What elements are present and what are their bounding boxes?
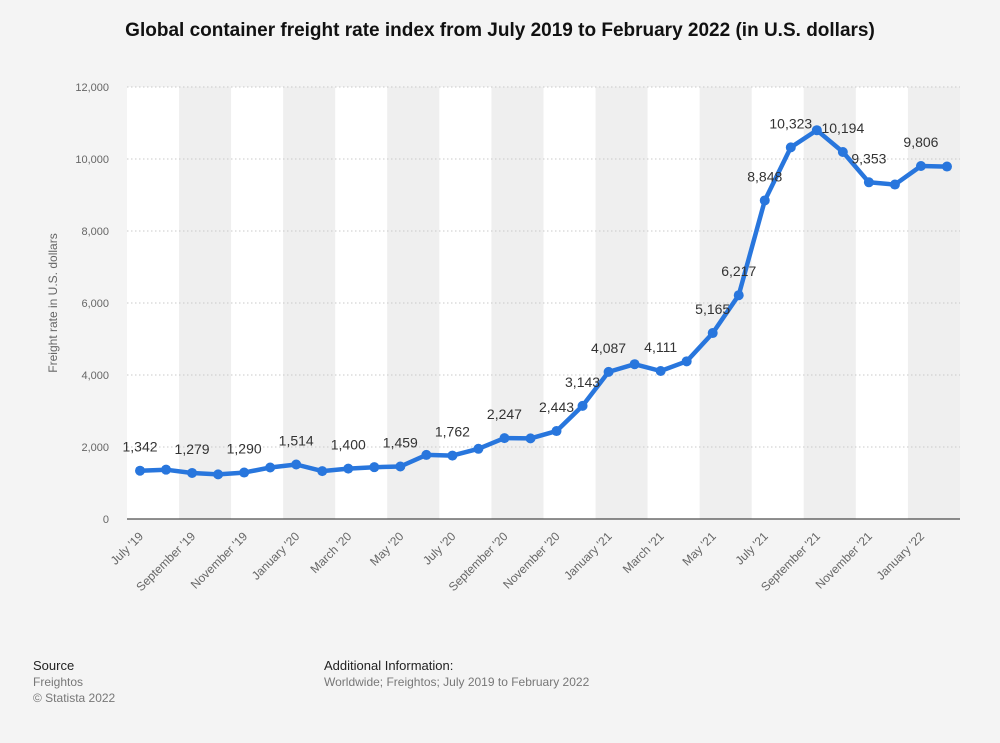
line-chart: 0 2,000 4,000 6,000 8,000 10,000 12,000 Freigh… xyxy=(46,82,960,594)
data-label: 2,443 xyxy=(539,399,574,415)
data-label: 2,247 xyxy=(487,406,522,422)
x-tick-label: July '19 xyxy=(108,529,147,568)
data-point xyxy=(473,443,484,454)
data-label: 4,087 xyxy=(591,340,626,356)
x-tick-label: July '21 xyxy=(732,529,771,568)
data-label: 1,290 xyxy=(227,441,262,457)
data-points xyxy=(135,125,952,480)
y-axis-ticks: 0 2,000 4,000 6,000 8,000 10,000 12,000 xyxy=(75,82,109,526)
copyright[interactable]: © Statista 2022 xyxy=(33,691,116,705)
data-point xyxy=(785,142,796,153)
data-labels: 1,342 1,279 1,290 1,514 1,400 1,459 1,762 2,247… xyxy=(122,115,938,457)
data-point xyxy=(213,469,224,480)
data-point xyxy=(889,179,900,190)
additional-info-block: Additional Information: Worldwide; Freig… xyxy=(324,658,589,690)
data-label: 1,514 xyxy=(279,432,314,448)
source-name[interactable]: Freightos xyxy=(33,675,84,689)
data-label: 6,217 xyxy=(721,263,756,279)
x-tick-label: January '20 xyxy=(249,529,303,583)
data-label: 9,353 xyxy=(851,150,886,166)
data-label: 10,323 xyxy=(769,115,812,131)
data-label: 1,342 xyxy=(122,439,157,455)
data-label: 5,165 xyxy=(695,301,730,317)
data-point xyxy=(161,464,172,475)
x-tick-label: July '20 xyxy=(420,529,459,568)
data-point xyxy=(941,161,952,172)
data-point xyxy=(239,467,250,478)
data-label: 1,459 xyxy=(383,434,418,450)
data-point xyxy=(603,366,614,377)
x-tick-label: January '21 xyxy=(561,529,615,583)
data-point xyxy=(135,465,146,476)
data-point xyxy=(733,290,744,301)
y-tick-label: 2,000 xyxy=(81,442,109,454)
data-label: 4,111 xyxy=(644,339,677,355)
data-point xyxy=(395,461,406,472)
y-tick-label: 4,000 xyxy=(81,370,109,382)
y-tick-label: 10,000 xyxy=(75,154,109,166)
data-point xyxy=(707,328,718,339)
data-label: 1,400 xyxy=(331,437,366,453)
data-point xyxy=(291,459,302,470)
data-point xyxy=(525,433,536,444)
info-heading: Additional Information: xyxy=(324,658,454,673)
data-point xyxy=(265,462,276,473)
data-point xyxy=(421,449,432,460)
data-point xyxy=(629,359,640,370)
data-point xyxy=(317,466,328,477)
data-point xyxy=(915,160,926,171)
data-point xyxy=(655,366,666,377)
y-tick-label: 8,000 xyxy=(81,226,109,238)
data-point xyxy=(759,195,770,206)
x-tick-label: May '20 xyxy=(367,529,407,569)
grid-lines xyxy=(127,86,960,448)
source-heading: Source xyxy=(33,658,75,673)
y-tick-label: 0 xyxy=(103,514,109,526)
x-tick-label: March '21 xyxy=(620,529,667,576)
chart-title: Global container freight rate index from… xyxy=(125,20,875,41)
data-point xyxy=(343,463,354,474)
data-point xyxy=(187,467,198,478)
data-label: 9,806 xyxy=(903,134,938,150)
data-point xyxy=(551,426,562,437)
source-block: Source Freightos © Statista 2022 xyxy=(33,658,115,706)
data-label: 3,143 xyxy=(565,374,600,390)
data-point xyxy=(863,177,874,188)
data-point xyxy=(577,400,588,411)
data-point xyxy=(811,125,822,136)
y-tick-label: 12,000 xyxy=(75,82,109,94)
data-label: 1,279 xyxy=(175,441,210,457)
x-tick-label: May '21 xyxy=(679,529,719,569)
data-label: 8,848 xyxy=(747,168,782,184)
y-tick-label: 6,000 xyxy=(81,298,109,310)
x-tick-label: January '22 xyxy=(874,529,928,583)
data-point xyxy=(837,147,848,158)
data-label: 10,194 xyxy=(821,120,864,136)
info-text: Worldwide; Freightos; July 2019 to Febru… xyxy=(324,675,590,689)
data-point xyxy=(499,433,510,444)
data-point xyxy=(681,356,692,367)
data-label: 1,762 xyxy=(435,424,470,440)
data-point xyxy=(369,462,380,473)
x-tick-label: March '20 xyxy=(307,529,354,576)
y-axis-label: Freight rate in U.S. dollars xyxy=(46,233,60,372)
data-point xyxy=(447,450,458,461)
